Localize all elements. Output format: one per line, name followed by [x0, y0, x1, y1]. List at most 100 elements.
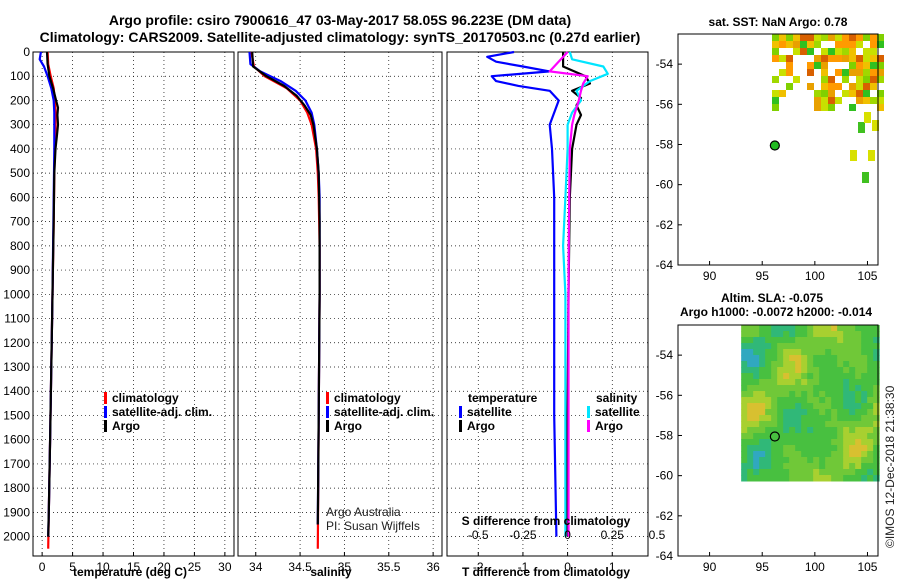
sla-cell [801, 427, 808, 434]
legend-temp-argo: Argo [467, 419, 495, 433]
sla-cell [819, 451, 826, 458]
sla-cell [795, 451, 802, 458]
sla-cell [777, 385, 784, 392]
sst-cell [772, 90, 779, 97]
sla-cell [759, 385, 766, 392]
sla-cell [843, 451, 850, 458]
sla-cell [831, 427, 838, 434]
sla-cell [837, 409, 844, 416]
sst-cell [835, 41, 842, 48]
sla-cell [873, 463, 880, 470]
sla-cell [819, 379, 826, 386]
sla-cell [795, 325, 802, 332]
sla-cell [789, 439, 796, 446]
sst-cell [772, 104, 779, 111]
sla-cell [825, 409, 832, 416]
sst-cell [793, 48, 800, 55]
sla-cell [789, 391, 796, 398]
sla-cell [801, 415, 808, 422]
sla-cell [861, 379, 868, 386]
sla-cell [837, 373, 844, 380]
depth-tick-label: 600 [10, 190, 30, 204]
sst-cell [786, 55, 793, 62]
sla-cell [759, 445, 766, 452]
sla-cell [867, 457, 874, 464]
sla-cell [813, 409, 820, 416]
sla-cell [843, 439, 850, 446]
sst-cell [856, 69, 863, 76]
sla-cell [873, 433, 880, 440]
sla-cell [843, 385, 850, 392]
sla-cell [807, 361, 814, 368]
sla-cell [765, 397, 772, 404]
sla-cell [873, 337, 880, 344]
sla-cell [849, 463, 856, 470]
sla-cell [867, 421, 874, 428]
sla-cell [777, 391, 784, 398]
sla-cell [873, 343, 880, 350]
sla-cell [855, 409, 862, 416]
sla-cell [837, 475, 844, 482]
sla-cell [867, 379, 874, 386]
sst-cell [870, 55, 877, 62]
legend-climatology: climatology [112, 391, 179, 405]
sla-cell [873, 349, 880, 356]
sla-cell [825, 391, 832, 398]
sla-cell [819, 373, 826, 380]
sla-cell [867, 445, 874, 452]
sla-cell [807, 325, 814, 332]
sla-cell [831, 433, 838, 440]
legend-satellite: satellite-adj. clim. [112, 405, 212, 419]
sla-cell [783, 421, 790, 428]
depth-tick-label: 900 [10, 263, 30, 277]
sla-cell [867, 433, 874, 440]
sla-cell [861, 343, 868, 350]
sla-cell [819, 343, 826, 350]
sst-cell [877, 90, 884, 97]
difference-xtick-label: 0 [564, 560, 571, 574]
legend-swatch-satellite [326, 406, 329, 418]
sla-argo-position-marker [769, 431, 780, 442]
sla-cell [837, 385, 844, 392]
sla-cell [777, 475, 784, 482]
sla-cell [843, 397, 850, 404]
sla-cell [777, 433, 784, 440]
sla-cell [825, 469, 832, 476]
sst-cell [835, 83, 842, 90]
sla-cell [747, 397, 754, 404]
sla-cell [789, 469, 796, 476]
sla-cell [771, 325, 778, 332]
sla-cell [831, 469, 838, 476]
sla-cell [873, 415, 880, 422]
sla-cell [837, 463, 844, 470]
sla-cell [825, 451, 832, 458]
title-line1: Argo profile: csiro 7900616_47 03-May-20… [109, 12, 571, 28]
sla-cell [801, 391, 808, 398]
sla-cell [741, 475, 748, 482]
sla-cell [747, 421, 754, 428]
sla-cell [789, 373, 796, 380]
sst-cell [807, 34, 814, 41]
sla-cell [825, 427, 832, 434]
sla-map-xtick-label: 105 [857, 560, 877, 574]
sla-cell [795, 439, 802, 446]
sla-cell [765, 379, 772, 386]
sla-cell [747, 373, 754, 380]
sst-map-xtick-label: 105 [857, 269, 877, 283]
sla-cell [747, 355, 754, 362]
sst-cell [870, 34, 877, 41]
sla-cell [837, 325, 844, 332]
sla-cell [843, 433, 850, 440]
sla-cell [837, 403, 844, 410]
sla-cell [777, 457, 784, 464]
sla-cell [801, 361, 808, 368]
depth-tick-label: 800 [10, 239, 30, 253]
sst-cell [821, 97, 828, 104]
sla-cell [843, 463, 850, 470]
sla-cell [831, 325, 838, 332]
legend-swatch-temp-satellite [459, 406, 462, 418]
sla-cell [741, 391, 748, 398]
sla-cell [753, 349, 760, 356]
legend-sal-satellite: satellite [595, 405, 640, 419]
sla-cell [759, 457, 766, 464]
